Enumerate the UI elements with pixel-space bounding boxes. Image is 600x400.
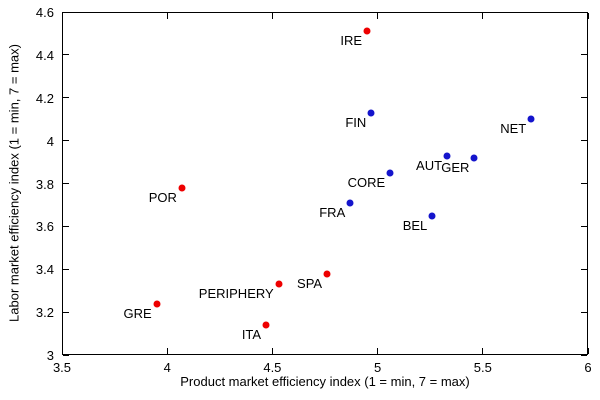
y-tick-mark-right: [581, 354, 587, 356]
data-point-gre: [153, 300, 161, 308]
data-point-periphery: [275, 280, 283, 288]
x-tick-mark: [166, 348, 168, 354]
x-tick-mark: [377, 348, 379, 354]
data-point-label-ire: IRE: [340, 33, 363, 49]
x-tick-mark-top: [377, 13, 379, 19]
y-tick-label: 3: [46, 348, 54, 363]
data-point-por: [178, 184, 186, 192]
x-tick-mark: [271, 348, 273, 354]
x-axis-title: Product market efficiency index (1 = min…: [180, 374, 470, 389]
x-tick-mark-top: [587, 13, 589, 19]
plot-area: [62, 12, 588, 355]
data-point-label-periphery: PERIPHERY: [198, 286, 274, 302]
x-tick-mark-top: [61, 13, 63, 19]
y-tick-mark: [63, 11, 69, 13]
x-tick-mark: [61, 348, 63, 354]
x-tick-label: 3.5: [52, 360, 72, 375]
y-tick-label: 4.4: [35, 47, 54, 63]
y-tick-mark-right: [581, 54, 587, 56]
x-tick-mark: [587, 348, 589, 354]
y-tick-mark: [63, 225, 69, 227]
y-tick-label: 3.4: [35, 262, 54, 278]
y-tick-mark: [63, 354, 69, 356]
x-tick-label: 4: [163, 360, 171, 375]
y-tick-mark: [63, 311, 69, 313]
x-tick-mark: [482, 348, 484, 354]
data-point-aut: [443, 152, 451, 160]
y-tick-mark-right: [581, 183, 587, 184]
y-tick-mark: [63, 97, 69, 99]
data-point-bel: [428, 212, 436, 220]
data-point-label-spa: SPA: [297, 275, 323, 291]
data-point-label-fin: FIN: [345, 114, 367, 130]
data-point-label-por: POR: [148, 189, 177, 205]
data-point-label-ita: ITA: [241, 326, 262, 342]
x-tick-label: 4.5: [263, 360, 282, 375]
x-tick-mark-top: [166, 13, 168, 19]
y-tick-mark: [63, 54, 69, 56]
data-point-fra: [346, 199, 354, 207]
y-tick-mark: [63, 183, 69, 184]
x-tick-label: 5: [373, 360, 382, 375]
y-tick-mark-right: [581, 225, 587, 227]
y-tick-mark: [63, 268, 69, 270]
data-point-label-core: CORE: [347, 174, 386, 190]
y-tick-mark-right: [581, 140, 587, 142]
x-tick-mark-top: [482, 13, 484, 19]
data-point-label-ger: GER: [441, 159, 470, 175]
y-tick-mark-right: [581, 11, 587, 13]
data-point-fin: [367, 109, 375, 117]
y-tick-mark: [63, 140, 69, 142]
y-tick-label: 3.8: [35, 176, 54, 192]
data-point-label-net: NET: [500, 121, 527, 137]
x-tick-label: 5.5: [473, 360, 492, 375]
data-point-ita: [262, 321, 270, 329]
data-point-core: [386, 169, 394, 177]
data-point-label-bel: BEL: [402, 217, 428, 233]
y-tick-mark-right: [581, 97, 587, 99]
data-point-net: [527, 115, 535, 123]
x-tick-label: 6: [584, 360, 592, 375]
data-point-ire: [363, 27, 371, 35]
y-tick-mark-right: [581, 268, 587, 270]
y-tick-label: 4: [46, 133, 54, 149]
data-point-label-gre: GRE: [123, 305, 152, 321]
y-tick-label: 3.2: [35, 305, 54, 321]
y-tick-mark-right: [581, 311, 587, 313]
y-tick-label: 4.6: [35, 5, 54, 20]
data-point-label-aut: AUT: [416, 157, 443, 173]
x-tick-mark-top: [271, 13, 273, 19]
data-point-spa: [323, 270, 331, 278]
y-tick-label: 3.6: [35, 219, 54, 235]
y-tick-label: 4.2: [35, 90, 54, 106]
data-point-label-fra: FRA: [319, 204, 346, 220]
data-point-ger: [470, 154, 478, 162]
